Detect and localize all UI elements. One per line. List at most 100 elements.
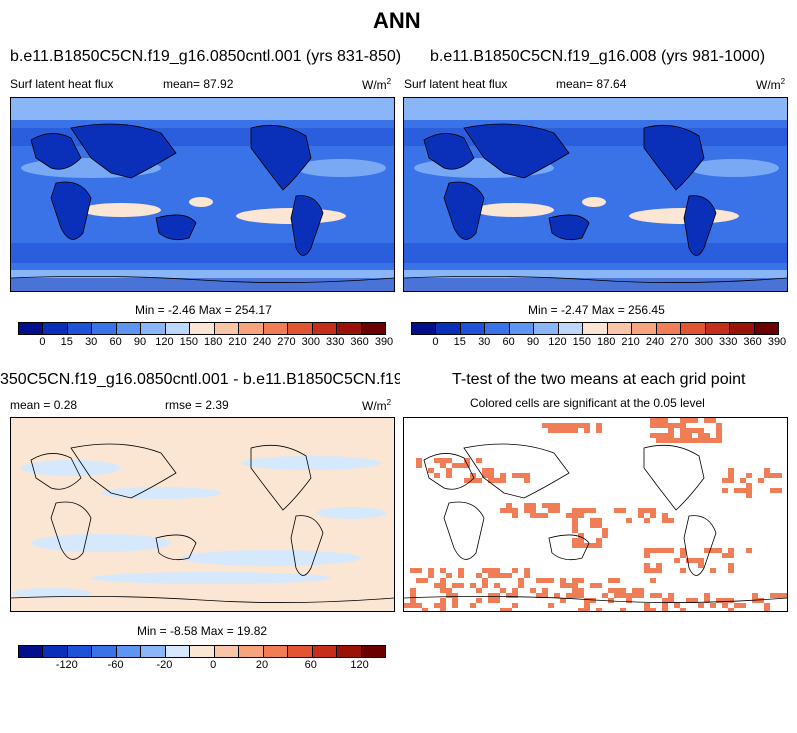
panel2-map [403,97,788,292]
significant-cell [662,603,668,608]
significant-cell [566,513,572,518]
significant-cell [578,508,584,513]
panel3-units-sup: 2 [386,398,392,407]
significant-cell [476,573,482,578]
significant-cell [446,588,452,593]
panel3-mean-label: mean = [10,398,51,412]
panel3-map [10,417,395,612]
significant-cell [524,573,530,578]
significant-cell [680,423,686,428]
panel4-subtitle: Colored cells are significant at the 0.0… [470,396,705,410]
significant-cell [560,598,566,603]
colorbar-tick-label: 0 [432,336,439,348]
panel1-units-text: W/m [362,78,387,92]
colorbar-tick-label: 20 [255,659,269,671]
significant-cell [554,593,560,598]
colorbar-swatch [67,646,93,657]
colorbar-swatch [141,646,166,657]
significant-cell [710,418,716,423]
panel3-rmse-value: 2.39 [205,398,229,412]
significant-cell [416,603,422,608]
colorbar-swatch [509,323,535,334]
significant-cell [434,583,440,588]
significant-cell [542,588,548,593]
significant-cell [608,588,614,593]
significant-cell [434,473,440,478]
significant-cell [584,608,590,611]
significant-cell [470,478,476,483]
significant-cell [728,563,734,568]
significant-cell [542,578,548,583]
significant-cell [596,583,602,588]
significant-cell [416,578,422,583]
significant-cell [686,558,692,563]
colorbar-tick-label: 300 [694,336,713,348]
significant-cell [512,473,518,478]
significant-cell [452,593,458,598]
significant-cell [488,598,494,603]
significant-cell [614,593,620,598]
significant-cell [614,508,620,513]
significant-cell [728,553,734,558]
significant-cell [530,513,536,518]
significant-cell [578,593,584,598]
significant-cell [722,603,728,608]
significant-cell [716,438,722,443]
significant-cell [422,608,428,611]
significant-cell [572,578,578,583]
significant-cell [662,423,668,428]
significant-cells [404,418,787,611]
panel1-minmax: Min = -2.46 Max = 254.17 [135,303,272,317]
significant-cell [662,438,668,443]
significant-cell [542,593,548,598]
colorbar-swatch [43,323,68,334]
colorbar-swatch [288,323,313,334]
significant-cell [644,548,650,553]
significant-cell [482,578,488,583]
panel3-colorbar [18,645,386,658]
significant-cell [482,468,488,473]
significant-cell [752,593,758,598]
significant-cell [536,513,542,518]
panel3-mean-value: 0.28 [53,398,78,412]
colorbar-tick-label: 300 [301,336,320,348]
colorbar-tick-label: 180 [204,336,223,348]
significant-cell [458,583,464,588]
significant-cell [596,523,602,528]
significant-cell [620,608,626,611]
colorbar-swatch [412,323,437,334]
significant-cell [554,428,560,433]
significant-cell [578,608,584,611]
significant-cell [584,603,590,608]
significant-cell [560,428,566,433]
significant-cell [500,508,506,513]
significant-cell [728,608,734,611]
significant-cell [464,458,470,463]
colorbar-tick-label: 240 [252,336,272,348]
significant-cell [500,573,506,578]
significant-cell [764,603,770,608]
significant-cell [674,603,680,608]
significant-cell [554,503,560,508]
significant-cell [734,488,740,493]
colorbar-tick-label: 330 [326,336,345,348]
significant-cell [704,433,710,438]
colorbar-tick-label: 150 [179,336,198,348]
significant-cell [422,578,428,583]
significant-cell [662,548,668,553]
significant-cell [620,508,626,513]
significant-cell [770,593,776,598]
significant-cell [662,598,668,603]
significant-cell [452,603,458,608]
significant-cell [500,473,506,478]
colorbar-tick-label: 210 [228,336,247,348]
significant-cell [596,538,602,543]
colorbar-tick-label: 390 [374,336,394,348]
panel3-title: 350C5CN.f19_g16.0850cntl.001 - b.e11.B18… [0,371,400,388]
significant-cell [716,598,722,603]
colorbar-swatch [705,323,731,334]
significant-cell [686,438,692,443]
colorbar-swatch [165,646,191,657]
significant-cell [482,568,488,573]
significant-cell [674,423,680,428]
